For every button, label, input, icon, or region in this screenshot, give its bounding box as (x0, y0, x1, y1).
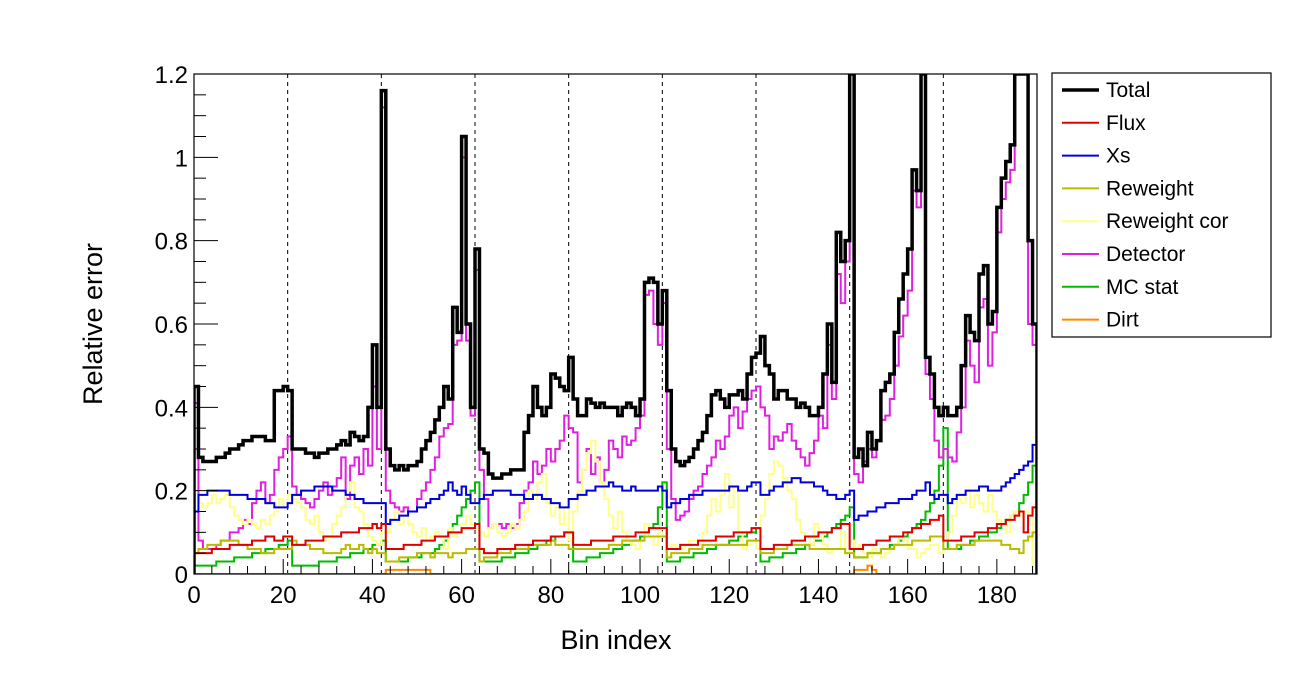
x-tick-label: 60 (448, 582, 475, 609)
x-tick-label: 160 (888, 582, 928, 609)
y-tick-label: 0.4 (155, 395, 188, 422)
y-tick-label: 0.8 (155, 229, 188, 256)
legend-label: Xs (1106, 145, 1131, 168)
x-axis-title: Bin index (560, 625, 672, 655)
x-tick-label: 20 (270, 582, 297, 609)
x-tick-label: 100 (620, 582, 660, 609)
series-line-flux (194, 506, 1037, 574)
x-tick-label: 80 (537, 582, 564, 609)
x-tick-label: 40 (359, 582, 386, 609)
y-tick-label: 1 (175, 145, 188, 172)
axis-ticks (193, 73, 1034, 575)
tick-labels: 0 20 40 60 80 100 120 140 160 180 0 0.2 0.4 0.6 0.8 1 1.… (155, 62, 1017, 609)
x-tick-label: 0 (187, 582, 200, 609)
legend-box (1051, 72, 1272, 338)
series-group (194, 74, 1037, 574)
series-line-reweight (194, 531, 1037, 574)
series-line-total (194, 74, 1037, 574)
legend-label: MC stat (1106, 276, 1179, 299)
legend-label: Detector (1106, 243, 1185, 266)
series-line-mc-stat (194, 427, 1037, 574)
legend-label: Reweight cor (1106, 210, 1229, 233)
x-tick-label: 120 (709, 582, 749, 609)
legend: Total Flux Xs Reweight Reweight cor Detector M… (1051, 72, 1272, 338)
y-tick-label: 0 (175, 562, 188, 589)
y-tick-label: 0.2 (155, 479, 188, 506)
legend-label: Flux (1106, 112, 1146, 135)
x-tick-label: 180 (977, 582, 1017, 609)
series-line-dirt (194, 564, 1037, 574)
y-axis-title: Relative error (78, 243, 108, 405)
series-line-xs (194, 443, 1037, 574)
y-tick-label: 1.2 (155, 62, 188, 89)
x-tick-label: 140 (798, 582, 838, 609)
legend-label: Reweight (1106, 177, 1194, 200)
y-tick-label: 0.6 (155, 312, 188, 339)
legend-label: Dirt (1106, 309, 1139, 332)
legend-label: Total (1106, 79, 1150, 102)
